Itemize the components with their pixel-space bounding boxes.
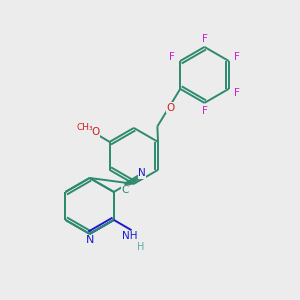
Text: NH: NH [122, 231, 138, 241]
Text: F: F [234, 88, 240, 98]
Text: F: F [202, 34, 207, 44]
Text: N: N [86, 236, 94, 245]
Text: F: F [202, 106, 207, 116]
Text: C: C [122, 185, 129, 195]
Text: F: F [169, 52, 175, 61]
Text: CH₃: CH₃ [77, 123, 94, 132]
Text: O: O [166, 103, 174, 113]
Text: O: O [92, 127, 100, 137]
Text: H: H [137, 242, 144, 252]
Text: N: N [138, 168, 146, 178]
Text: F: F [234, 52, 240, 61]
